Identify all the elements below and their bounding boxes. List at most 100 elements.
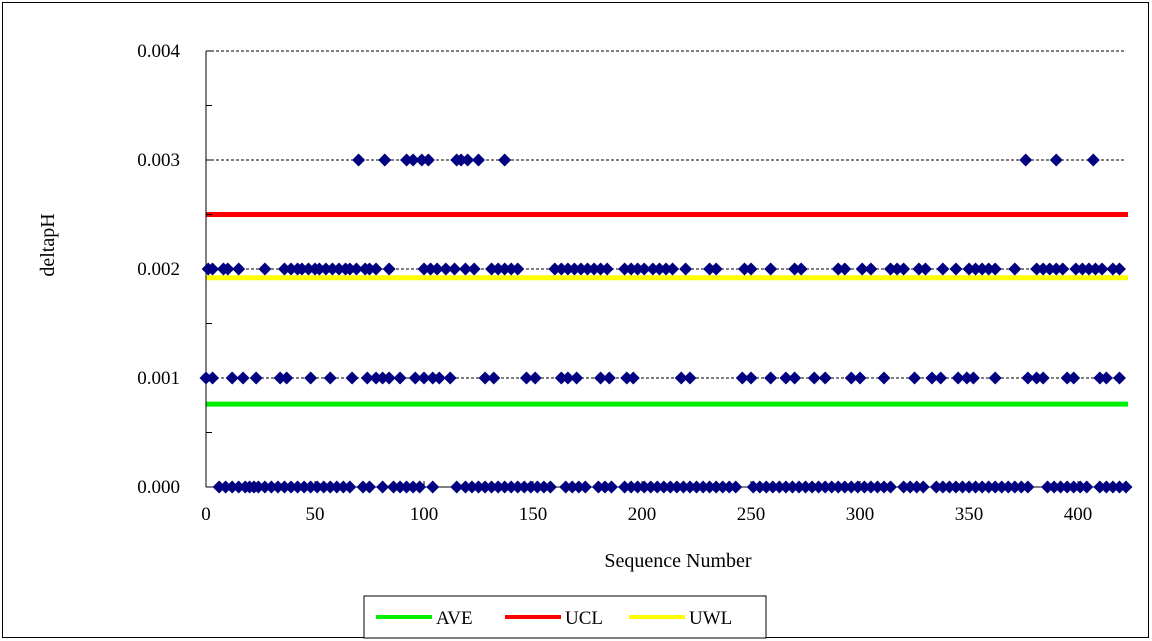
data-point xyxy=(779,371,793,385)
data-point xyxy=(487,371,501,385)
data-point xyxy=(472,153,486,167)
data-point xyxy=(683,480,697,494)
data-point xyxy=(644,480,658,494)
data-point xyxy=(363,480,377,494)
data-point xyxy=(1088,262,1102,276)
data-point xyxy=(785,480,799,494)
data-point xyxy=(1112,262,1126,276)
data-point xyxy=(363,262,377,276)
data-point xyxy=(570,371,584,385)
data-point xyxy=(794,262,808,276)
data-point xyxy=(962,262,976,276)
data-point xyxy=(604,480,618,494)
data-point xyxy=(988,262,1002,276)
data-point xyxy=(417,371,431,385)
data-point xyxy=(485,480,499,494)
data-point xyxy=(982,262,996,276)
data-point xyxy=(709,480,723,494)
data-point xyxy=(369,262,383,276)
data-point xyxy=(424,262,438,276)
data-point xyxy=(561,262,575,276)
data-point xyxy=(620,371,634,385)
data-point xyxy=(799,480,813,494)
data-point xyxy=(574,262,588,276)
data-point xyxy=(666,262,680,276)
axes: 0.000 0.001 0.002 0.003 0.004 0 50 100 150 200 250… xyxy=(137,41,1126,525)
data-point xyxy=(825,480,839,494)
x-tick-label: 350 xyxy=(955,504,984,525)
data-point xyxy=(1021,371,1035,385)
data-point xyxy=(631,480,645,494)
data-point xyxy=(467,262,481,276)
data-point xyxy=(838,480,852,494)
data-point xyxy=(212,480,226,494)
data-point xyxy=(528,371,542,385)
data-point xyxy=(439,262,453,276)
data-point xyxy=(258,262,272,276)
data-point xyxy=(567,262,581,276)
data-point xyxy=(934,371,948,385)
data-point xyxy=(297,480,311,494)
data-point xyxy=(458,262,472,276)
data-point xyxy=(744,262,758,276)
data-point xyxy=(378,153,392,167)
data-point xyxy=(554,371,568,385)
data-point xyxy=(485,262,499,276)
data-point xyxy=(319,262,333,276)
data-point xyxy=(1049,262,1063,276)
data-point xyxy=(376,480,390,494)
data-point xyxy=(406,153,420,167)
data-point xyxy=(1008,262,1022,276)
data-point xyxy=(343,480,357,494)
data-point xyxy=(543,480,557,494)
data-point xyxy=(251,480,265,494)
data-point xyxy=(1086,153,1100,167)
data-point xyxy=(663,480,677,494)
data-point xyxy=(709,262,723,276)
data-point xyxy=(746,480,760,494)
data-point xyxy=(788,371,802,385)
data-point xyxy=(679,262,693,276)
data-point xyxy=(1069,262,1083,276)
data-point xyxy=(406,480,420,494)
data-point xyxy=(478,371,492,385)
data-point xyxy=(548,262,562,276)
data-point xyxy=(851,480,865,494)
data-point xyxy=(312,262,326,276)
data-point xyxy=(949,262,963,276)
data-point xyxy=(561,371,575,385)
data-point xyxy=(491,480,505,494)
data-point xyxy=(690,480,704,494)
data-point xyxy=(1073,480,1087,494)
data-point xyxy=(838,262,852,276)
data-point xyxy=(812,480,826,494)
data-point xyxy=(853,371,867,385)
data-point xyxy=(764,262,778,276)
data-point xyxy=(618,262,632,276)
data-point xyxy=(426,480,440,494)
data-point xyxy=(1021,480,1035,494)
data-point xyxy=(1106,262,1120,276)
data-point xyxy=(912,262,926,276)
y-tick-label: 0.001 xyxy=(137,368,180,389)
x-tick-label: 50 xyxy=(306,504,325,525)
data-point xyxy=(1082,262,1096,276)
data-point xyxy=(631,262,645,276)
data-point xyxy=(219,480,233,494)
x-tick-label: 300 xyxy=(846,504,875,525)
data-point xyxy=(310,480,324,494)
data-point xyxy=(949,480,963,494)
data-point xyxy=(421,153,435,167)
data-point xyxy=(323,371,337,385)
data-point xyxy=(236,371,250,385)
data-point xyxy=(884,480,898,494)
data-point xyxy=(764,371,778,385)
data-point xyxy=(304,480,318,494)
data-point xyxy=(716,480,730,494)
data-point xyxy=(1080,480,1094,494)
x-tick-label: 0 xyxy=(201,504,211,525)
data-point xyxy=(572,480,586,494)
data-point xyxy=(670,480,684,494)
data-point xyxy=(1075,262,1089,276)
